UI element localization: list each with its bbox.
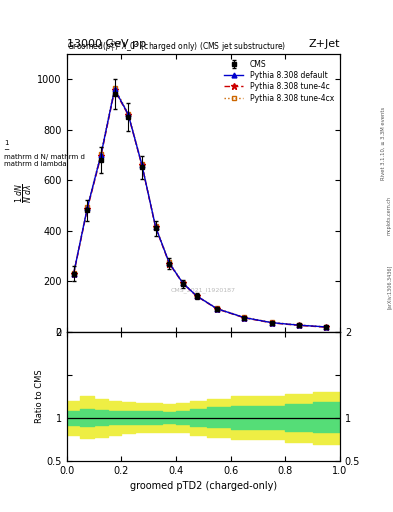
Y-axis label: $\frac{1}{N}\frac{dN}{d\lambda}$: $\frac{1}{N}\frac{dN}{d\lambda}$ — [13, 183, 35, 203]
Pythia 8.308 default — [99, 152, 103, 158]
Pythia 8.308 tune-4cx — [85, 204, 90, 210]
Pythia 8.308 tune-4c — [153, 224, 158, 230]
Pythia 8.308 tune-4cx — [112, 85, 117, 91]
Pythia 8.308 tune-4c — [242, 315, 247, 321]
Pythia 8.308 tune-4c — [99, 153, 103, 159]
Pythia 8.308 default — [126, 111, 130, 117]
Text: Groomed$(p_T^D)^2\lambda\_0^2$ (charged only) (CMS jet substructure): Groomed$(p_T^D)^2\lambda\_0^2$ (charged … — [67, 39, 286, 54]
Pythia 8.308 tune-4c — [269, 320, 274, 326]
Pythia 8.308 tune-4cx — [194, 292, 199, 298]
Line: Pythia 8.308 tune-4c: Pythia 8.308 tune-4c — [70, 87, 330, 331]
Pythia 8.308 tune-4c — [167, 261, 172, 267]
Pythia 8.308 tune-4c — [85, 206, 90, 212]
Pythia 8.308 default — [180, 280, 185, 286]
Pythia 8.308 tune-4cx — [71, 270, 76, 276]
Line: Pythia 8.308 tune-4cx: Pythia 8.308 tune-4cx — [71, 86, 329, 329]
Pythia 8.308 default — [140, 162, 144, 168]
Pythia 8.308 tune-4cx — [269, 319, 274, 326]
Pythia 8.308 default — [269, 319, 274, 326]
X-axis label: groomed pTD2 (charged-only): groomed pTD2 (charged-only) — [130, 481, 277, 491]
Pythia 8.308 tune-4cx — [167, 260, 172, 266]
Pythia 8.308 tune-4c — [180, 281, 185, 287]
Pythia 8.308 default — [167, 260, 172, 266]
Pythia 8.308 tune-4c — [297, 323, 301, 329]
Pythia 8.308 tune-4cx — [324, 324, 329, 330]
Pythia 8.308 default — [194, 293, 199, 299]
Pythia 8.308 tune-4c — [126, 112, 130, 118]
Pythia 8.308 tune-4cx — [180, 280, 185, 286]
Text: CMS_2021_I1920187: CMS_2021_I1920187 — [171, 287, 236, 293]
Pythia 8.308 default — [71, 270, 76, 276]
Pythia 8.308 tune-4c — [324, 324, 329, 330]
Y-axis label: Ratio to CMS: Ratio to CMS — [35, 370, 44, 423]
Line: Pythia 8.308 default: Pythia 8.308 default — [71, 87, 329, 329]
Pythia 8.308 default — [242, 314, 247, 321]
Pythia 8.308 tune-4cx — [242, 314, 247, 321]
Pythia 8.308 tune-4c — [71, 271, 76, 277]
Pythia 8.308 tune-4cx — [126, 111, 130, 117]
Pythia 8.308 default — [324, 324, 329, 330]
Text: 13000 GeV pp: 13000 GeV pp — [67, 38, 146, 49]
Pythia 8.308 tune-4c — [140, 162, 144, 168]
Pythia 8.308 tune-4cx — [140, 161, 144, 167]
Pythia 8.308 tune-4c — [112, 88, 117, 94]
Text: Z+Jet: Z+Jet — [309, 38, 340, 49]
Pythia 8.308 tune-4cx — [99, 151, 103, 157]
Legend: CMS, Pythia 8.308 default, Pythia 8.308 tune-4c, Pythia 8.308 tune-4cx: CMS, Pythia 8.308 default, Pythia 8.308 … — [222, 57, 336, 105]
Pythia 8.308 default — [297, 322, 301, 328]
Pythia 8.308 default — [153, 224, 158, 230]
Text: [arXiv:1306.3436]: [arXiv:1306.3436] — [387, 265, 391, 309]
Text: 1
─
mathrm d N/ mathrm d
mathrm d lambda: 1 ─ mathrm d N/ mathrm d mathrm d lambda — [4, 140, 85, 167]
Text: mcplots.cern.ch: mcplots.cern.ch — [387, 196, 391, 234]
Pythia 8.308 default — [215, 306, 219, 312]
Pythia 8.308 default — [85, 205, 90, 211]
Pythia 8.308 tune-4cx — [215, 306, 219, 312]
Pythia 8.308 tune-4cx — [153, 223, 158, 229]
Pythia 8.308 default — [112, 86, 117, 92]
Pythia 8.308 tune-4cx — [297, 322, 301, 328]
Pythia 8.308 tune-4c — [194, 293, 199, 299]
Pythia 8.308 tune-4c — [215, 306, 219, 312]
Text: Rivet 3.1.10, ≥ 3.3M events: Rivet 3.1.10, ≥ 3.3M events — [381, 106, 386, 180]
